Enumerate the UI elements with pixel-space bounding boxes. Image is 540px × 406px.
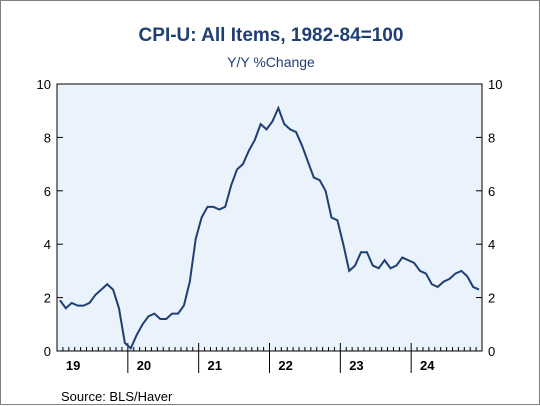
left-axis: 0 2 4 6 8 10 [37, 77, 63, 359]
x-year-label: 24 [420, 358, 435, 373]
y-tick-label-left: 8 [44, 130, 51, 145]
x-year-label: 22 [278, 358, 292, 373]
right-axis: 0 2 4 6 8 10 [476, 77, 502, 359]
x-axis: 19 20 21 22 23 24 [62, 343, 477, 373]
y-tick-label-left: 6 [44, 184, 51, 199]
y-tick-label-left: 10 [37, 77, 51, 92]
y-tick-label-right: 10 [488, 77, 502, 92]
chart-subtitle: Y/Y %Change [227, 54, 315, 70]
x-year-label: 20 [137, 358, 151, 373]
source-note: Source: BLS/Haver [61, 389, 173, 404]
series-line-cpi [59, 105, 480, 350]
chart-title: CPI-U: All Items, 1982-84=100 [138, 25, 404, 46]
y-tick-label-right: 8 [488, 130, 495, 145]
x-year-label: 19 [66, 358, 80, 373]
x-year-label: 21 [208, 358, 222, 373]
y-tick-label-left: 2 [44, 291, 51, 306]
plot-area [56, 83, 483, 352]
x-year-label: 23 [349, 358, 363, 373]
y-tick-label-right: 4 [488, 237, 495, 252]
y-tick-label-right: 2 [488, 291, 495, 306]
y-tick-label-right: 6 [488, 184, 495, 199]
y-tick-label-left: 0 [44, 344, 51, 359]
y-tick-label-right: 0 [488, 344, 495, 359]
y-tick-label-left: 4 [44, 237, 51, 252]
